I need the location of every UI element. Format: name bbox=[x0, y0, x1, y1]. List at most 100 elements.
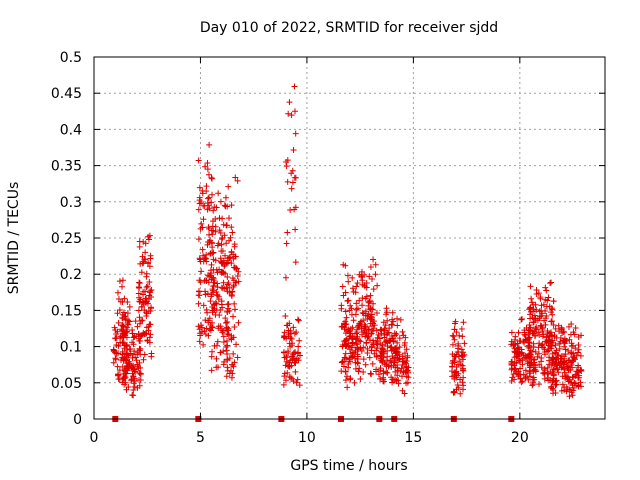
data-point bbox=[291, 83, 298, 90]
data-point bbox=[220, 348, 227, 355]
data-point bbox=[294, 350, 301, 357]
data-point bbox=[344, 298, 351, 305]
data-point bbox=[355, 368, 362, 375]
data-point bbox=[359, 273, 366, 280]
data-point bbox=[372, 261, 379, 268]
data-point bbox=[359, 302, 366, 309]
data-point bbox=[230, 313, 237, 320]
data-point bbox=[143, 273, 150, 280]
data-point bbox=[221, 358, 228, 365]
data-point bbox=[146, 334, 153, 341]
data-point bbox=[137, 371, 144, 378]
data-point bbox=[548, 318, 555, 325]
data-point bbox=[212, 311, 219, 318]
data-point bbox=[281, 373, 288, 380]
data-point bbox=[339, 283, 346, 290]
data-point bbox=[353, 306, 360, 313]
data-point bbox=[210, 249, 217, 256]
data-point bbox=[369, 306, 376, 313]
data-point bbox=[292, 368, 299, 375]
data-point bbox=[403, 363, 410, 370]
data-point bbox=[538, 364, 545, 371]
data-point bbox=[218, 269, 225, 276]
data-point bbox=[575, 374, 582, 381]
data-point bbox=[392, 376, 399, 383]
data-point bbox=[451, 326, 458, 333]
data-point bbox=[373, 309, 380, 316]
data-point bbox=[518, 316, 525, 323]
data-point bbox=[290, 324, 297, 331]
data-point bbox=[508, 338, 515, 345]
data-point bbox=[208, 353, 215, 360]
data-point bbox=[340, 261, 347, 268]
data-point bbox=[206, 273, 213, 280]
data-point bbox=[534, 317, 541, 324]
data-point bbox=[213, 204, 220, 211]
data-point bbox=[285, 348, 292, 355]
data-point bbox=[126, 318, 133, 325]
data-point bbox=[143, 313, 150, 320]
data-point bbox=[454, 349, 461, 356]
data-point bbox=[515, 368, 522, 375]
data-point bbox=[142, 240, 149, 247]
data-point bbox=[292, 226, 299, 233]
data-point bbox=[148, 287, 155, 294]
data-point bbox=[560, 339, 567, 346]
data-point bbox=[383, 369, 390, 376]
data-point bbox=[343, 373, 350, 380]
data-point bbox=[224, 367, 231, 374]
data-point bbox=[346, 335, 353, 342]
data-point bbox=[511, 341, 518, 348]
data-point bbox=[131, 383, 138, 390]
data-point bbox=[280, 334, 287, 341]
data-point bbox=[569, 342, 576, 349]
data-point bbox=[206, 141, 213, 148]
data-point bbox=[206, 231, 213, 238]
data-point bbox=[559, 381, 566, 388]
data-point bbox=[208, 199, 215, 206]
data-point bbox=[512, 349, 519, 356]
data-point bbox=[148, 304, 155, 311]
data-point bbox=[125, 317, 132, 324]
data-point bbox=[552, 342, 559, 349]
data-point bbox=[391, 330, 398, 337]
data-point bbox=[293, 357, 300, 364]
data-point bbox=[559, 373, 566, 380]
data-point bbox=[342, 355, 349, 362]
data-point bbox=[381, 325, 388, 332]
data-point bbox=[531, 330, 538, 337]
data-point bbox=[200, 302, 207, 309]
data-point bbox=[527, 305, 534, 312]
data-point bbox=[294, 316, 301, 323]
data-point bbox=[111, 324, 118, 331]
data-point bbox=[459, 333, 466, 340]
data-point bbox=[143, 295, 150, 302]
data-point bbox=[207, 298, 214, 305]
data-point bbox=[211, 342, 218, 349]
data-point bbox=[125, 364, 132, 371]
data-point bbox=[354, 329, 361, 336]
data-point bbox=[349, 340, 356, 347]
data-point bbox=[231, 306, 238, 313]
data-point bbox=[530, 306, 537, 313]
data-point bbox=[131, 366, 138, 373]
data-point bbox=[127, 346, 134, 353]
data-point bbox=[349, 352, 356, 359]
data-point bbox=[515, 329, 522, 336]
data-point bbox=[549, 311, 556, 318]
data-point bbox=[119, 348, 126, 355]
data-point bbox=[282, 274, 289, 281]
data-point bbox=[377, 365, 384, 372]
data-point bbox=[555, 369, 562, 376]
data-point bbox=[377, 357, 384, 364]
data-point bbox=[138, 317, 145, 324]
data-point bbox=[370, 286, 377, 293]
data-point bbox=[136, 314, 143, 321]
data-point bbox=[197, 332, 204, 339]
data-point bbox=[577, 366, 584, 373]
data-point bbox=[399, 373, 406, 380]
data-point bbox=[570, 354, 577, 361]
data-point bbox=[222, 315, 229, 322]
data-point bbox=[206, 171, 213, 178]
data-point bbox=[203, 325, 210, 332]
